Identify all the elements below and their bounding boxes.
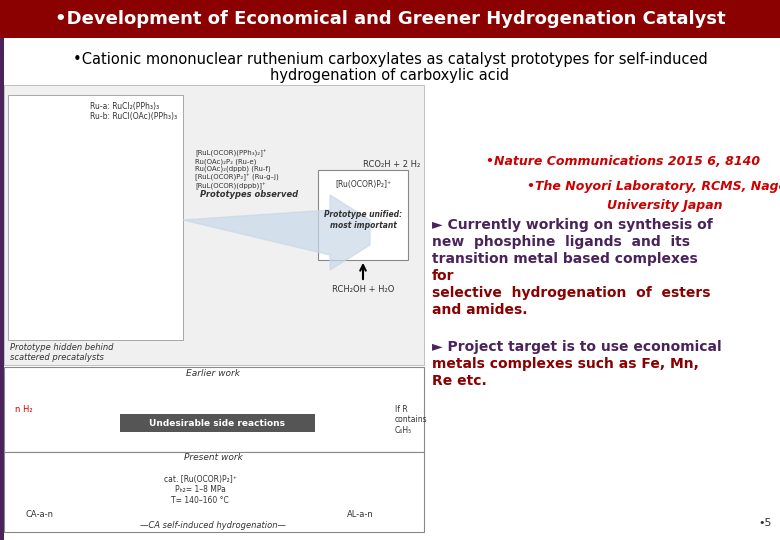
Text: [Ru(OCOR)P₂]⁺: [Ru(OCOR)P₂]⁺	[335, 180, 391, 189]
Text: •The Noyori Laboratory, RCMS, Nagoya: •The Noyori Laboratory, RCMS, Nagoya	[526, 180, 780, 193]
Bar	[0, 38, 4, 540]
Bar	[0, 0, 780, 38]
Text: •5: •5	[758, 518, 772, 528]
Text: Prototype hidden behind
scattered precatalysts: Prototype hidden behind scattered precat…	[10, 342, 114, 362]
Text: ► Currently working on synthesis of: ► Currently working on synthesis of	[432, 218, 713, 232]
Text: cat. [Ru(OCOR)P₂]⁺
Pₕ₂= 1–8 MPa
T= 140–160 °C: cat. [Ru(OCOR)P₂]⁺ Pₕ₂= 1–8 MPa T= 140–1…	[164, 475, 236, 505]
Text: metals complexes such as Fe, Mn,: metals complexes such as Fe, Mn,	[432, 357, 699, 371]
Text: •Cationic mononuclear ruthenium carboxylates as catalyst prototypes for self-ind: •Cationic mononuclear ruthenium carboxyl…	[73, 52, 707, 67]
Text: RCO₂H + 2 H₂: RCO₂H + 2 H₂	[363, 160, 420, 169]
Text: Re etc.: Re etc.	[432, 374, 487, 388]
Text: If R
contains
C₆H₅: If R contains C₆H₅	[395, 405, 427, 435]
Bar	[4, 367, 424, 452]
Text: —CA self-induced hydrogenation—: —CA self-induced hydrogenation—	[140, 521, 286, 530]
Text: AL-a-n: AL-a-n	[346, 510, 374, 519]
Text: [RuL(OCOR)(PPh₃)₂]⁺
Ru(OAc)₂P₂ (Ru-e)
Ru(OAc)₂(dppb) (Ru-f)
[RuL(OCOR)P₂]⁺ (Ru-g: [RuL(OCOR)(PPh₃)₂]⁺ Ru(OAc)₂P₂ (Ru-e) Ru…	[195, 150, 278, 190]
Text: University Japan: University Japan	[608, 199, 723, 212]
Bar	[4, 85, 424, 365]
Text: Earlier work: Earlier work	[186, 369, 240, 378]
Text: Prototype unified:
most important: Prototype unified: most important	[324, 210, 402, 230]
Text: CA-a-n: CA-a-n	[26, 510, 54, 519]
Bar	[8, 95, 183, 340]
Text: transition metal based complexes: transition metal based complexes	[432, 252, 703, 266]
Text: and amides.: and amides.	[432, 303, 527, 317]
Text: Prototypes observed: Prototypes observed	[200, 190, 298, 199]
Text: selective  hydrogenation  of  esters: selective hydrogenation of esters	[432, 286, 711, 300]
Bar	[4, 452, 424, 532]
Bar	[318, 170, 408, 260]
Text: ► Project target is to use economical: ► Project target is to use economical	[432, 340, 722, 354]
Bar	[120, 414, 315, 432]
Text: Undesirable side reactions: Undesirable side reactions	[149, 418, 285, 428]
Text: RCH₂OH + H₂O: RCH₂OH + H₂O	[332, 285, 394, 294]
Text: n H₂: n H₂	[15, 406, 33, 415]
Text: Present work: Present work	[183, 453, 243, 462]
Text: for: for	[432, 269, 455, 283]
Text: Ru-a: RuCl₂(PPh₃)₃
Ru-b: RuCl(OAc)(PPh₃)₃: Ru-a: RuCl₂(PPh₃)₃ Ru-b: RuCl(OAc)(PPh₃)…	[90, 102, 177, 122]
Text: •Development of Economical and Greener Hydrogenation Catalyst: •Development of Economical and Greener H…	[55, 10, 725, 28]
Polygon shape	[183, 195, 370, 270]
Text: hydrogenation of carboxylic acid: hydrogenation of carboxylic acid	[271, 68, 509, 83]
Text: new  phosphine  ligands  and  its: new phosphine ligands and its	[432, 235, 690, 249]
Text: •Nature Communications 2015 6, 8140: •Nature Communications 2015 6, 8140	[486, 155, 760, 168]
